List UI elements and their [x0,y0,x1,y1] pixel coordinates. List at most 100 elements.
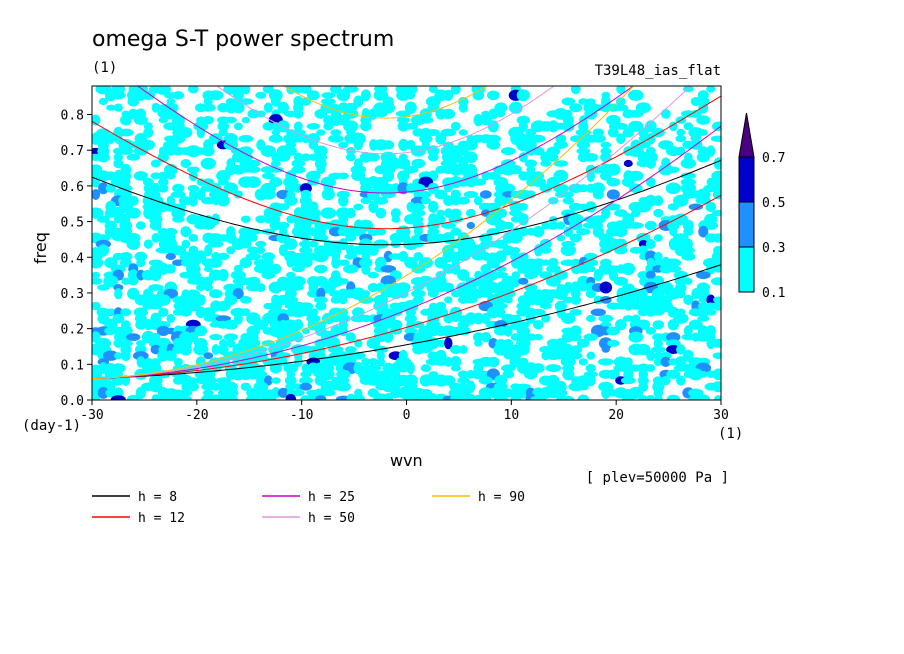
contour-blob [233,190,243,199]
contour-blob [500,147,516,156]
contour-blob [488,108,499,120]
contour-blob [613,276,628,286]
contour-blob [376,282,386,293]
contour-blob [165,172,176,180]
contour-blob [120,308,132,317]
contour-blob [331,357,340,366]
contour-blob [486,256,500,269]
contour-blob [411,289,426,298]
contour-blob [673,194,689,207]
contour-blob [291,159,306,168]
contour-blob [92,256,104,269]
dispersion-curve-2 [136,86,635,194]
contour-blob [524,333,537,341]
contour-blob [435,132,447,145]
contour-blob [113,284,124,291]
contour-blob [203,276,214,287]
contour-blob [481,313,491,324]
contour-blob [660,356,672,367]
contour-blob [382,381,395,393]
contour-blob [710,135,721,142]
contour-blob [136,340,146,347]
contour-blob [576,147,591,155]
contour-blob [480,394,492,400]
contour-blob [427,289,439,298]
legend-label: h = 50 [308,511,355,526]
contour-blob [712,301,721,311]
contour-blob [351,393,365,400]
contour-blob [173,357,183,366]
contour-blob [615,97,626,106]
contour-blob [353,95,364,108]
contour-blob [412,284,424,291]
contour-blob [463,191,478,198]
contour-blob [696,188,711,201]
contour-blob [291,165,306,174]
contour-blob [665,287,681,300]
contour-blob [681,252,696,261]
contour-blob [465,288,477,300]
contour-blob [533,320,544,330]
contour-blob [299,246,313,255]
contour-blob [560,244,576,256]
contour-blob [218,268,229,282]
contour-blob [419,389,433,397]
contour-blob [676,344,686,355]
contour-blob [106,133,115,145]
colorbar: 0.1 0.3 0.5 0.7 [738,112,785,301]
contour-blob [601,207,611,220]
contour-blob [546,265,561,273]
contour-blob [601,386,611,400]
contour-blob [351,170,366,181]
colorbar-label: 0.5 [762,196,785,211]
contour-blob [246,159,261,168]
legend-label: h = 90 [478,490,525,505]
contour-blob [688,203,703,211]
contour-blob [271,377,281,384]
contour-blob [246,394,261,400]
contour-blob [593,269,603,282]
contour-blob [576,338,590,348]
contour-blob [518,152,528,163]
contour-blob [698,296,709,304]
contour-blob [599,281,613,294]
contour-blob [366,337,381,349]
contour-blob [635,102,651,114]
y-tick-label: 0.7 [61,144,84,159]
legend: h = 8 h = 12 h = 25 h = 50 h = 90 [92,490,525,526]
contour-blob [457,376,470,385]
contour-blob [503,221,514,230]
contour-blob [284,288,297,299]
contour-blob [606,189,620,200]
contour-blob [463,296,478,304]
contour-blob [404,314,417,323]
contour-blob [240,382,251,391]
contour-blob [382,362,395,374]
contour-blob [450,364,461,372]
contour-blob [449,239,462,249]
contour-blob [534,262,543,276]
contour-blob [150,172,162,180]
contour-blob [188,233,199,242]
contour-blob [283,363,299,373]
contour-blob [524,140,537,150]
contour-blob [450,355,462,368]
contour-blob [201,307,216,318]
contour-blob [263,102,273,113]
contour-blob [606,326,621,336]
contour-blob [338,238,349,251]
contour-blob [195,250,207,263]
contour-blob [128,108,139,120]
contour-blob [606,203,621,211]
contour-blob [444,208,453,219]
contour-blob [516,302,531,311]
contour-blob [270,96,281,107]
contour-blob [713,265,721,273]
contour-blob [397,121,410,132]
contour-blob [403,300,419,313]
contour-blob [307,289,320,298]
contour-blob [240,215,251,223]
contour-blob [406,361,415,375]
contour-blob [673,270,688,280]
contour-blob [472,332,484,342]
